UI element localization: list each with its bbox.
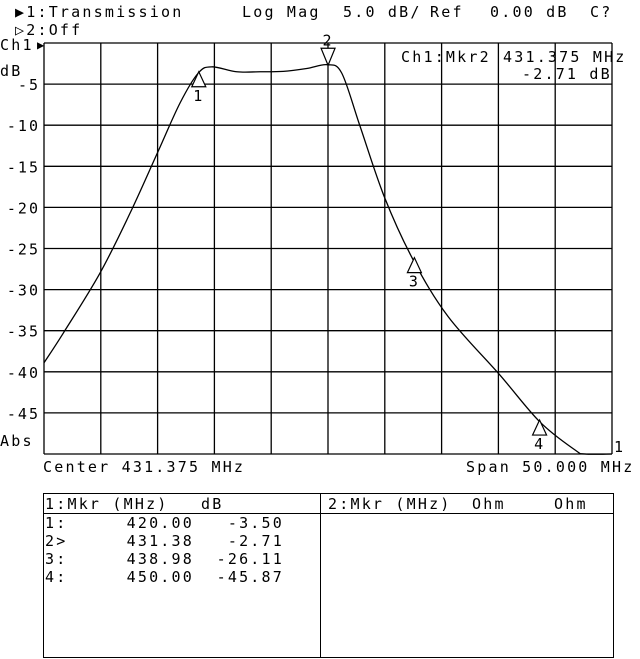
marker-1-triangle: [190, 70, 207, 88]
table-divider: [320, 494, 321, 657]
marker-3-label: 3: [409, 273, 420, 291]
left-header-unit: dB: [201, 495, 224, 513]
format-label: Log Mag: [242, 3, 321, 21]
marker-row-value: -26.11: [216, 550, 284, 568]
marker-row-freq: 450.00: [126, 568, 194, 586]
trace1-label[interactable]: ▶1:Transmission: [15, 3, 184, 21]
y-tick-label: -25: [7, 241, 40, 259]
marker-4-triangle: [531, 418, 548, 436]
marker-row-id: 3:: [45, 550, 68, 568]
right-header-unit1: Ohm: [472, 495, 506, 513]
marker-readout-label: Ch1:Mkr2: [401, 48, 491, 66]
marker-3-triangle: [406, 256, 423, 274]
trace-end-label: 1: [614, 438, 625, 456]
span-frequency: Span 50.000 MHz: [466, 458, 635, 476]
trace-plot: -5 -10 -15 -20 -25 -30 -35 -40 -45 1 2 3 4 1: [7, 31, 625, 456]
marker-1-label: 1: [193, 87, 204, 105]
y-tick-label: -15: [7, 158, 40, 176]
channel-label: Ch1: [0, 36, 34, 54]
trace-line: [44, 63, 612, 455]
marker-table-header: [44, 494, 613, 514]
marker-row-id: 2>: [45, 532, 68, 550]
mode-label: Abs: [0, 432, 34, 450]
trace2-label[interactable]: ▷2:Off: [15, 21, 83, 39]
marker-row-id: 4:: [45, 568, 68, 586]
y-tick-label: -45: [7, 405, 40, 423]
ref-label: Ref: [430, 3, 464, 21]
marker-2-triangle: [320, 47, 336, 67]
marker-4-label: 4: [534, 435, 545, 453]
marker-row-id: 1:: [45, 514, 68, 532]
marker-table: 1:Mkr (MHz) dB 2:Mkr (MHz) Ohm Ohm 1: 420…: [43, 493, 614, 658]
marker-2-label: 2: [323, 31, 334, 49]
y-tick-label: -40: [7, 364, 40, 382]
right-header-mkr: 2:Mkr (MHz): [328, 495, 452, 513]
marker-row-freq: 438.98: [126, 550, 194, 568]
center-frequency: Center 431.375 MHz: [43, 458, 246, 476]
marker-row-freq: 431.38: [126, 532, 194, 550]
marker-row-value: -45.87: [216, 568, 284, 586]
marker-row-value: -2.71: [227, 532, 284, 550]
ref-position-arrow: ▶: [37, 38, 45, 52]
marker-row-value: -3.50: [227, 514, 284, 532]
ref-value: 0.00 dB: [490, 3, 569, 21]
scale-label: 5.0 dB/: [343, 3, 422, 21]
y-tick-label: -10: [7, 117, 40, 135]
y-tick-label: -30: [7, 282, 40, 300]
marker-readout-frequency: 431.375 MHz: [503, 48, 627, 66]
marker-row-freq: 420.00: [126, 514, 194, 532]
y-tick-label: -20: [7, 199, 40, 217]
status-indicator: C?: [590, 3, 613, 21]
y-tick-label: -35: [7, 323, 40, 341]
right-header-unit2: Ohm: [554, 495, 588, 513]
y-tick-label: -5: [18, 76, 40, 94]
marker-readout-value: -2.71 dB: [522, 65, 612, 83]
unit-label: dB: [0, 62, 23, 80]
left-header-mkr: 1:Mkr (MHz): [45, 495, 169, 513]
